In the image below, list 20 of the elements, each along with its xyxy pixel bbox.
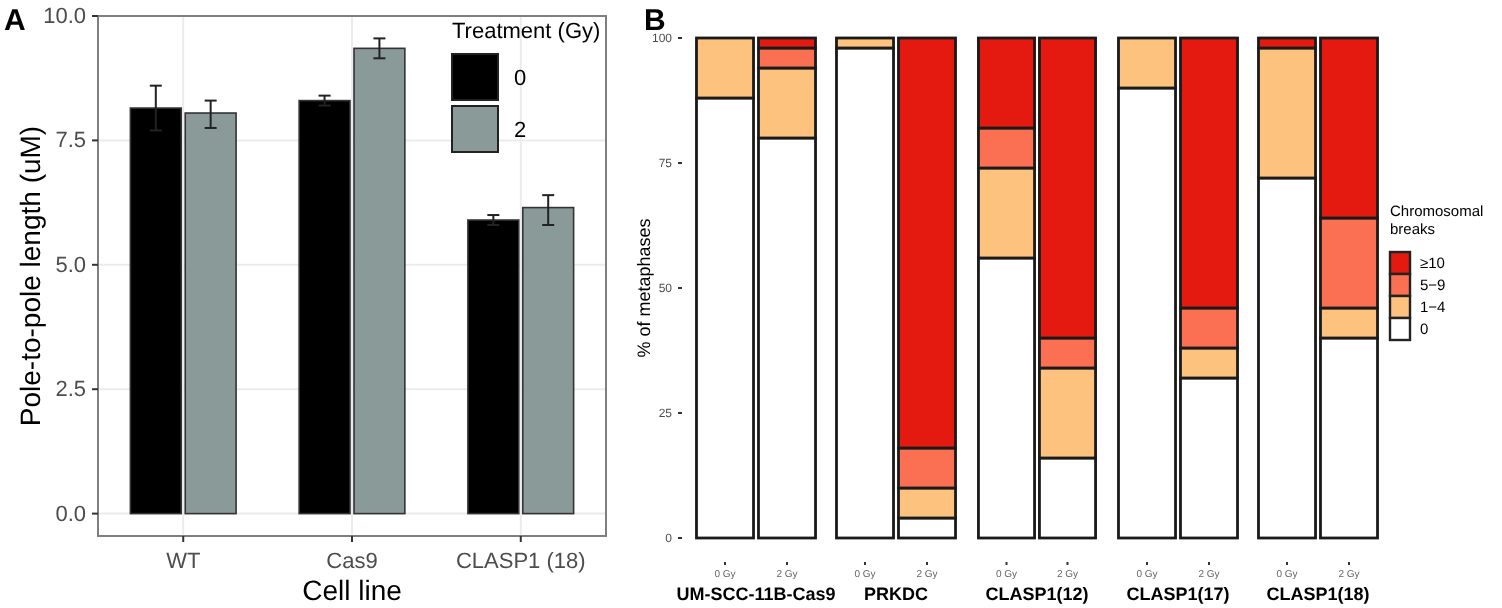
x-axis-title: CLASP1(12) [985, 584, 1089, 604]
x-axis-title: Cell line [302, 574, 403, 606]
y-tick-label: 0.0 [55, 502, 86, 527]
x-axis-title: PRKDC [863, 584, 929, 604]
y-axis-title: % of metaphases [634, 217, 654, 358]
x-axis-title: CLASP1(17) [1126, 584, 1230, 604]
chart-title: A [4, 4, 26, 38]
x-tick-label: WT [166, 549, 201, 574]
x-tick-label: Cas9 [326, 549, 378, 574]
x-axis-title: CLASP1(18) [1266, 584, 1370, 604]
y-tick-label: 7.5 [55, 129, 86, 154]
x-axis-title: UM-SCC-11B-Cas9 [676, 584, 836, 604]
y-tick-label: 10.0 [43, 5, 86, 30]
legend-title: Treatment (Gy) [452, 20, 601, 44]
y-tick-label: 2.5 [55, 378, 86, 403]
y-axis-title: Pole-to-pole length (uM) [14, 125, 46, 427]
x-tick-label: CLASP1 (18) [455, 549, 586, 574]
legend-label: 0 [514, 66, 527, 91]
legend-label: 2 [514, 118, 527, 143]
y-tick-label: 5.0 [55, 253, 86, 278]
